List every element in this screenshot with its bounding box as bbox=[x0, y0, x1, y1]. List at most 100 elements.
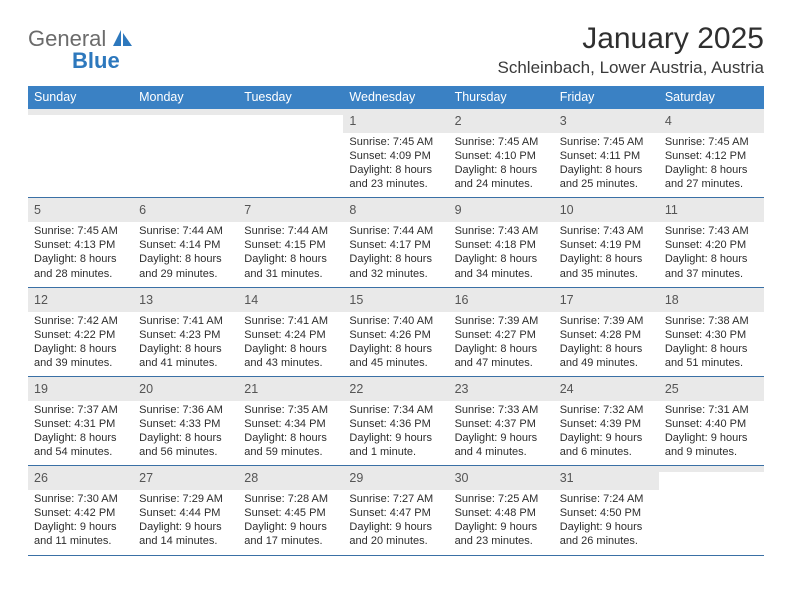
weekday-header: Tuesday bbox=[238, 86, 343, 109]
day-number: 5 bbox=[34, 203, 41, 217]
day-sunrise: Sunrise: 7:34 AM bbox=[349, 403, 442, 417]
day-sunrise: Sunrise: 7:45 AM bbox=[560, 135, 653, 149]
day-number: 22 bbox=[349, 382, 363, 396]
logo: General Blue bbox=[28, 22, 134, 52]
day-daylight2: and 56 minutes. bbox=[139, 445, 232, 459]
day-daylight2: and 27 minutes. bbox=[665, 177, 758, 191]
weekday-header: Friday bbox=[554, 86, 659, 109]
day-daylight1: Daylight: 8 hours bbox=[455, 252, 548, 266]
day-daylight2: and 9 minutes. bbox=[665, 445, 758, 459]
day-sunset: Sunset: 4:20 PM bbox=[665, 238, 758, 252]
day-sunrise: Sunrise: 7:31 AM bbox=[665, 403, 758, 417]
day-daylight1: Daylight: 8 hours bbox=[560, 163, 653, 177]
day-body: Sunrise: 7:38 AMSunset: 4:30 PMDaylight:… bbox=[659, 312, 764, 376]
day-daylight2: and 39 minutes. bbox=[34, 356, 127, 370]
day-number: 23 bbox=[455, 382, 469, 396]
title-block: January 2025 Schleinbach, Lower Austria,… bbox=[498, 22, 764, 78]
day-number-row: 26 bbox=[28, 466, 133, 490]
day-number: 2 bbox=[455, 114, 462, 128]
day-number-row: 4 bbox=[659, 109, 764, 133]
day-number: 24 bbox=[560, 382, 574, 396]
day-daylight1: Daylight: 9 hours bbox=[665, 431, 758, 445]
day-sunrise: Sunrise: 7:37 AM bbox=[34, 403, 127, 417]
day-cell: 29Sunrise: 7:27 AMSunset: 4:47 PMDayligh… bbox=[343, 466, 448, 554]
day-number-row: 2 bbox=[449, 109, 554, 133]
day-cell: 1Sunrise: 7:45 AMSunset: 4:09 PMDaylight… bbox=[343, 109, 448, 197]
day-body bbox=[133, 115, 238, 171]
day-body: Sunrise: 7:25 AMSunset: 4:48 PMDaylight:… bbox=[449, 490, 554, 554]
day-number-row: 22 bbox=[343, 377, 448, 401]
page-subtitle: Schleinbach, Lower Austria, Austria bbox=[498, 58, 764, 78]
day-sunset: Sunset: 4:26 PM bbox=[349, 328, 442, 342]
day-daylight1: Daylight: 8 hours bbox=[34, 342, 127, 356]
day-daylight1: Daylight: 8 hours bbox=[349, 163, 442, 177]
day-cell: 31Sunrise: 7:24 AMSunset: 4:50 PMDayligh… bbox=[554, 466, 659, 554]
day-number: 30 bbox=[455, 471, 469, 485]
week-row: 26Sunrise: 7:30 AMSunset: 4:42 PMDayligh… bbox=[28, 466, 764, 555]
day-number-row: 11 bbox=[659, 198, 764, 222]
day-sunrise: Sunrise: 7:42 AM bbox=[34, 314, 127, 328]
day-cell: 26Sunrise: 7:30 AMSunset: 4:42 PMDayligh… bbox=[28, 466, 133, 554]
day-body: Sunrise: 7:29 AMSunset: 4:44 PMDaylight:… bbox=[133, 490, 238, 554]
day-body: Sunrise: 7:45 AMSunset: 4:11 PMDaylight:… bbox=[554, 133, 659, 197]
day-sunset: Sunset: 4:18 PM bbox=[455, 238, 548, 252]
day-number-row: 19 bbox=[28, 377, 133, 401]
day-daylight2: and 23 minutes. bbox=[455, 534, 548, 548]
day-cell: 27Sunrise: 7:29 AMSunset: 4:44 PMDayligh… bbox=[133, 466, 238, 554]
day-daylight2: and 6 minutes. bbox=[560, 445, 653, 459]
weekday-header: Saturday bbox=[659, 86, 764, 109]
day-daylight2: and 26 minutes. bbox=[560, 534, 653, 548]
day-cell: 13Sunrise: 7:41 AMSunset: 4:23 PMDayligh… bbox=[133, 288, 238, 376]
day-daylight2: and 41 minutes. bbox=[139, 356, 232, 370]
day-body bbox=[28, 115, 133, 171]
day-daylight1: Daylight: 8 hours bbox=[455, 342, 548, 356]
day-cell: 20Sunrise: 7:36 AMSunset: 4:33 PMDayligh… bbox=[133, 377, 238, 465]
weekday-header: Wednesday bbox=[343, 86, 448, 109]
day-number-row: 23 bbox=[449, 377, 554, 401]
calendar: Sunday Monday Tuesday Wednesday Thursday… bbox=[28, 86, 764, 556]
day-sunrise: Sunrise: 7:44 AM bbox=[244, 224, 337, 238]
day-number: 3 bbox=[560, 114, 567, 128]
weekday-header: Thursday bbox=[449, 86, 554, 109]
day-sunset: Sunset: 4:23 PM bbox=[139, 328, 232, 342]
day-cell: 7Sunrise: 7:44 AMSunset: 4:15 PMDaylight… bbox=[238, 198, 343, 286]
day-body: Sunrise: 7:28 AMSunset: 4:45 PMDaylight:… bbox=[238, 490, 343, 554]
day-daylight1: Daylight: 8 hours bbox=[244, 252, 337, 266]
day-sunrise: Sunrise: 7:43 AM bbox=[665, 224, 758, 238]
day-daylight1: Daylight: 8 hours bbox=[349, 342, 442, 356]
day-daylight1: Daylight: 8 hours bbox=[665, 342, 758, 356]
day-daylight1: Daylight: 8 hours bbox=[139, 431, 232, 445]
day-number-row: 17 bbox=[554, 288, 659, 312]
day-daylight1: Daylight: 9 hours bbox=[560, 431, 653, 445]
day-sunrise: Sunrise: 7:33 AM bbox=[455, 403, 548, 417]
day-cell bbox=[659, 466, 764, 554]
header: General Blue January 2025 Schleinbach, L… bbox=[28, 22, 764, 78]
page-title: January 2025 bbox=[498, 22, 764, 56]
day-daylight2: and 24 minutes. bbox=[455, 177, 548, 191]
day-body: Sunrise: 7:30 AMSunset: 4:42 PMDaylight:… bbox=[28, 490, 133, 554]
day-sunrise: Sunrise: 7:44 AM bbox=[139, 224, 232, 238]
day-sunset: Sunset: 4:17 PM bbox=[349, 238, 442, 252]
day-number-row: 1 bbox=[343, 109, 448, 133]
day-body: Sunrise: 7:24 AMSunset: 4:50 PMDaylight:… bbox=[554, 490, 659, 554]
day-number-row: 13 bbox=[133, 288, 238, 312]
day-number-row: 24 bbox=[554, 377, 659, 401]
day-number: 16 bbox=[455, 293, 469, 307]
day-number-row: 29 bbox=[343, 466, 448, 490]
day-number-row: 16 bbox=[449, 288, 554, 312]
day-body: Sunrise: 7:35 AMSunset: 4:34 PMDaylight:… bbox=[238, 401, 343, 465]
day-number: 17 bbox=[560, 293, 574, 307]
day-daylight1: Daylight: 8 hours bbox=[34, 431, 127, 445]
day-daylight2: and 25 minutes. bbox=[560, 177, 653, 191]
day-sunset: Sunset: 4:40 PM bbox=[665, 417, 758, 431]
day-number: 20 bbox=[139, 382, 153, 396]
day-sunset: Sunset: 4:14 PM bbox=[139, 238, 232, 252]
day-daylight2: and 29 minutes. bbox=[139, 267, 232, 281]
day-sunrise: Sunrise: 7:44 AM bbox=[349, 224, 442, 238]
day-cell: 12Sunrise: 7:42 AMSunset: 4:22 PMDayligh… bbox=[28, 288, 133, 376]
day-number-row: 18 bbox=[659, 288, 764, 312]
day-sunset: Sunset: 4:24 PM bbox=[244, 328, 337, 342]
day-cell: 4Sunrise: 7:45 AMSunset: 4:12 PMDaylight… bbox=[659, 109, 764, 197]
day-number: 7 bbox=[244, 203, 251, 217]
day-daylight2: and 34 minutes. bbox=[455, 267, 548, 281]
